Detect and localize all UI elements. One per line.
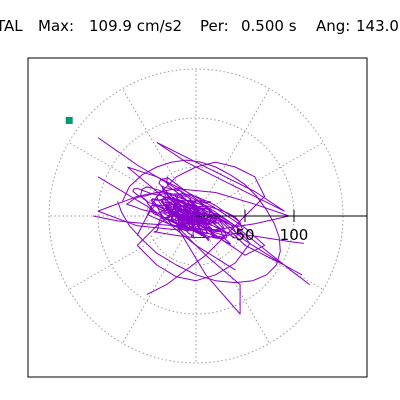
header-bar: TAL Max: 109.9 cm/s2 Per: 0.500 s Ang: 1… [0,14,400,38]
markers [65,116,73,124]
grid-spoke-60 [195,88,270,217]
grid-spoke-300 [195,215,270,344]
component-label: TAL [0,17,23,35]
angle-value: 143.0 [356,17,399,35]
period-value: 0.500 s [241,17,297,35]
peak-direction-marker [65,116,73,124]
max-value: 109.9 cm/s2 [89,17,182,35]
max-label: Max: [38,17,75,35]
orbit-traces [93,137,311,315]
orbit-series-7 [97,176,236,271]
plot-frame [27,57,368,378]
grid-spoke-30 [195,142,324,217]
grid-spoke-240 [122,215,197,344]
grid-spoke-120 [122,88,197,217]
orbit-series-1 [117,159,281,284]
angle-label: Ang: [316,17,351,35]
tick-labels: 50 100 [235,226,308,244]
tick-label-100: 100 [280,226,309,244]
period-label: Per: [200,17,229,35]
tick-label-50: 50 [235,226,254,244]
axes [196,210,367,222]
orbit-series-9 [175,225,241,315]
orbit-core-trace [126,178,243,245]
orbit-series-10 [136,161,266,295]
